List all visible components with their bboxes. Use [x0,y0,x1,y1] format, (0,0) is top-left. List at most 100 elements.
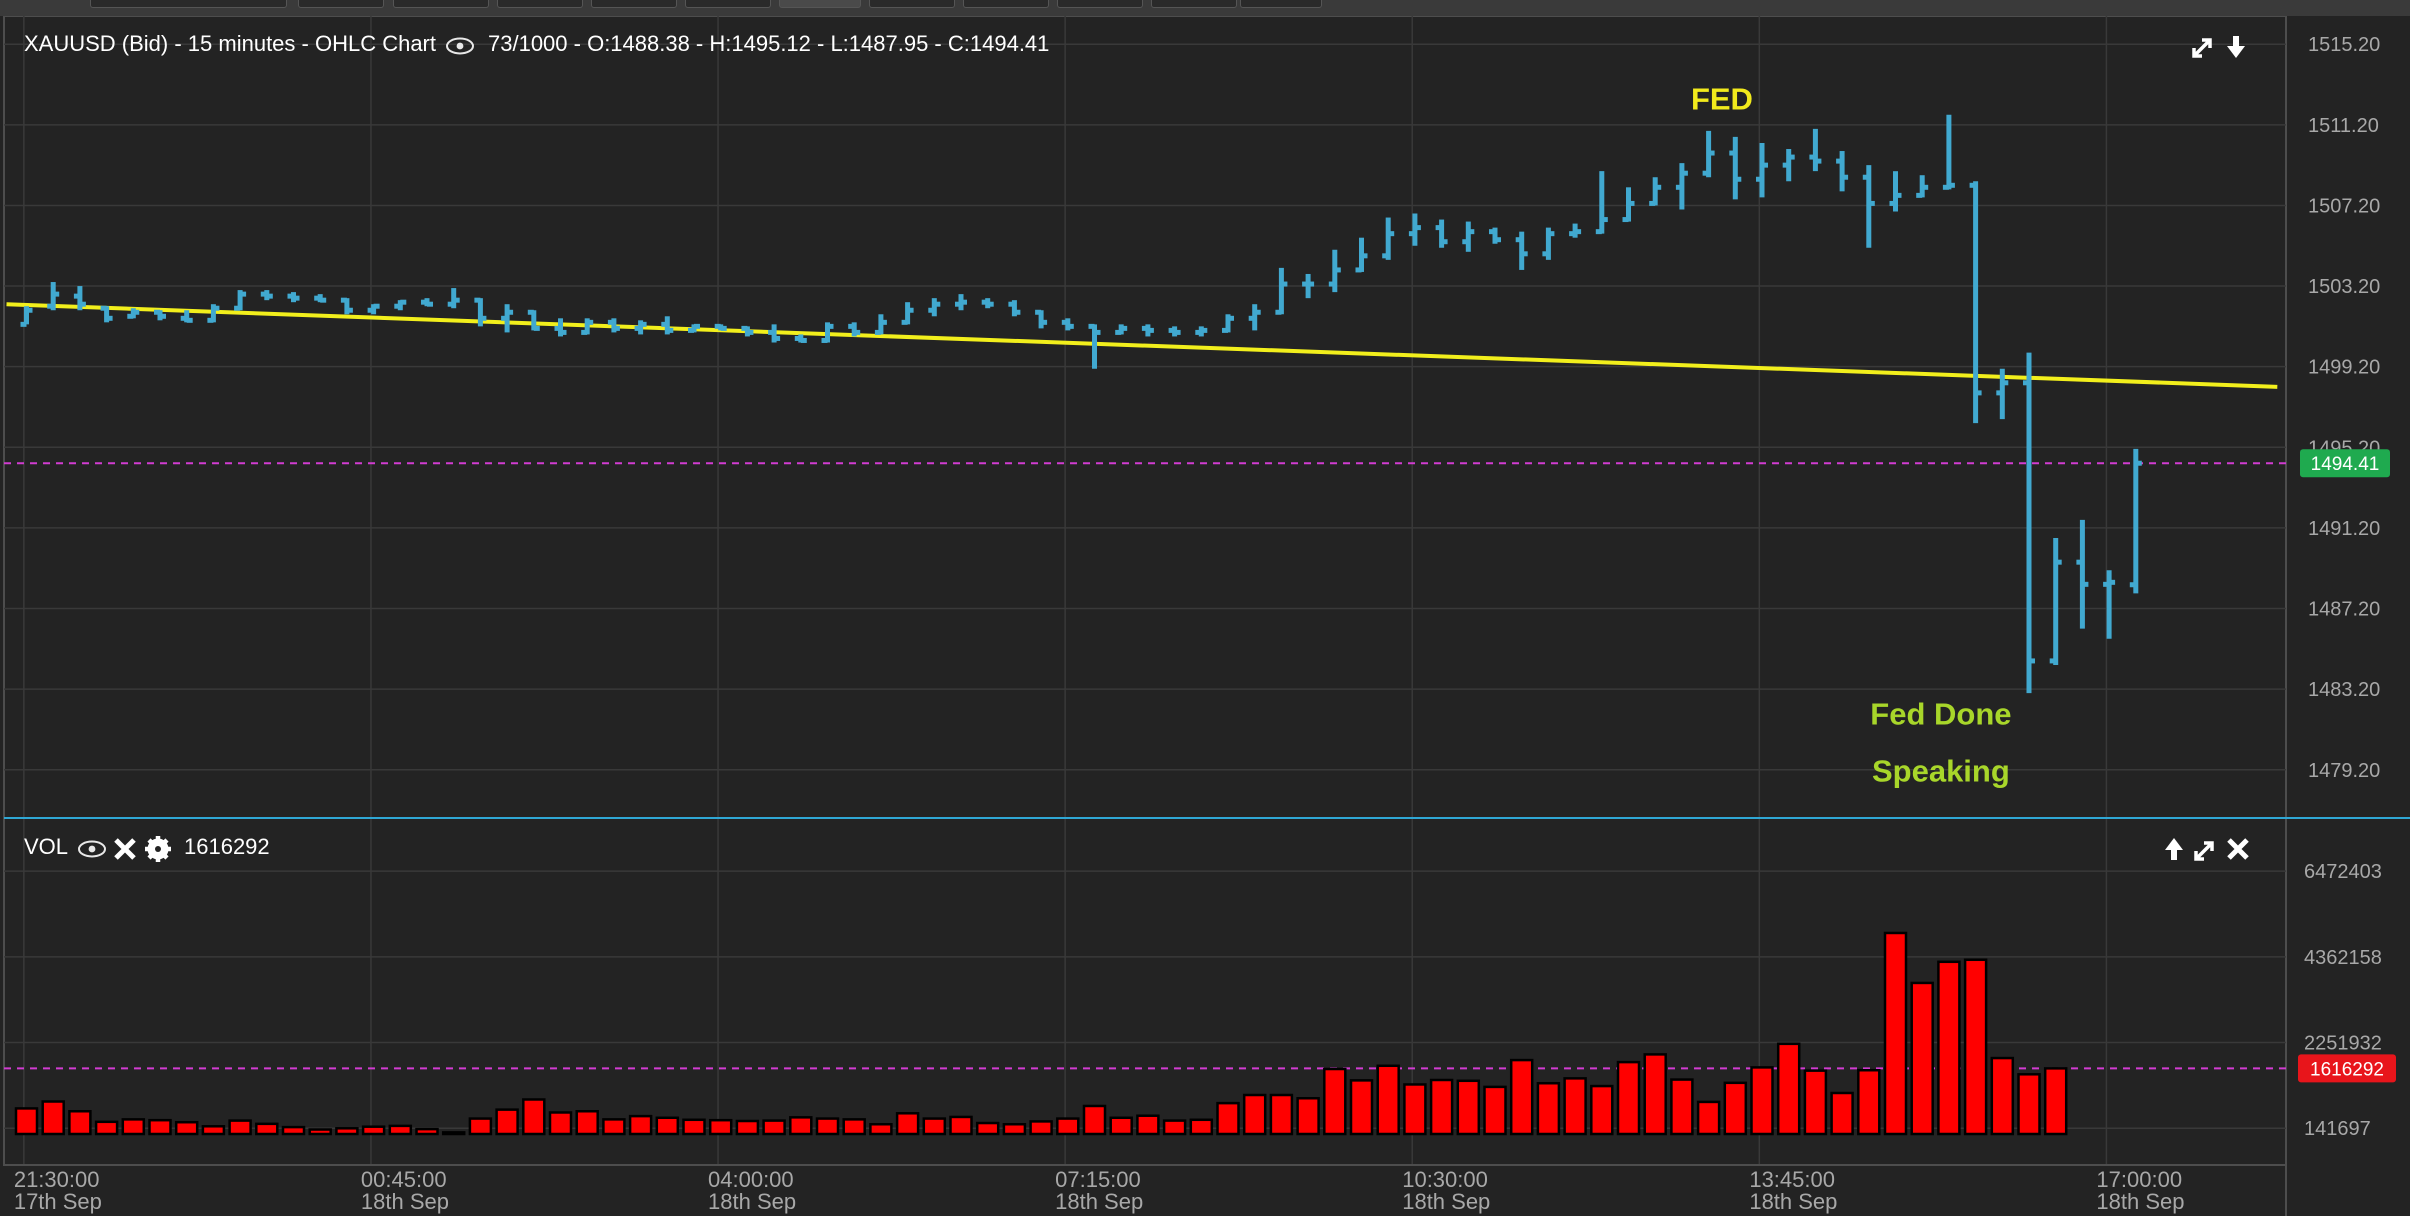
volume-bar [1830,1091,1854,1136]
volume-bar [1643,1053,1667,1136]
close-icon[interactable] [2227,838,2249,860]
eye-icon[interactable] [78,840,106,858]
expand-icon[interactable] [2194,841,2214,861]
volume-bar [548,1111,573,1136]
volume-bar [1483,1085,1507,1136]
ohlc-bar [447,288,460,309]
price-ohlc-values: 73/1000 - O:1488.38 - H:1495.12 - L:1487… [488,31,1049,56]
current-volume-badge-bg [2298,1054,2396,1083]
ohlc-bar [1862,165,1875,248]
current-price-badge: 1494.41 [2300,449,2390,478]
price-tick-label: 1499.20 [2308,357,2380,379]
ohlc-bar [874,314,887,335]
eye-icon[interactable] [446,37,474,55]
ohlc-bar [1035,309,1048,329]
price-tick-label: 1487.20 [2308,599,2380,621]
volume-bar [1109,1116,1133,1136]
ohlc-bar [2103,570,2116,639]
toolbar-tab[interactable] [1240,0,1322,8]
volume-bar [1082,1104,1107,1136]
volume-bar [1616,1060,1641,1136]
price-grid [4,43,2286,771]
ohlc-bar [1195,326,1208,337]
time-tick-label: 04:00:00 [708,1167,794,1192]
toolbar-tab[interactable] [779,0,861,8]
ohlc-bar [1248,304,1261,331]
ohlc-bar [1115,324,1128,335]
close-icon[interactable] [114,838,136,860]
volume-bar [1803,1069,1828,1136]
volume-bar [1776,1042,1801,1136]
date-tick-label: 18th Sep [361,1189,449,1214]
date-tick-label: 18th Sep [1402,1189,1490,1214]
toolbar-tab[interactable] [90,0,287,8]
volume-bar [1376,1064,1400,1136]
ohlc-bar [287,292,300,303]
volume-bar [388,1124,413,1136]
arrow-down-icon[interactable] [2227,36,2245,58]
volume-bar [1002,1123,1027,1136]
ohlc-bar [1675,163,1688,210]
ohlc-bar [634,320,647,335]
ohlc-bar [100,305,113,323]
expand-icon[interactable] [2192,38,2212,58]
volume-tick-label: 2251932 [2304,1033,2382,1055]
ohlc-bar [154,309,166,321]
volume-bar [2017,1073,2041,1136]
volume-tick-label: 4362158 [2304,947,2382,969]
volume-bar [895,1112,920,1136]
price-tick-label: 1511.20 [2308,115,2379,137]
ohlc-bar [1542,227,1555,260]
ohlc-bar [340,297,353,315]
ohlc-bar [1435,219,1448,248]
volume-bar [975,1121,1000,1136]
arrow-up-icon[interactable] [2165,838,2183,860]
ohlc-bar [527,309,540,331]
toolbar-tab[interactable] [1151,0,1237,8]
volume-bar [842,1118,866,1136]
ohlc-bar [554,318,567,337]
toolbar-tab[interactable] [869,0,955,8]
fed-done-annotation: Fed Done [1870,696,2011,731]
time-tick-label: 17:00:00 [2096,1167,2182,1192]
volume-bar [14,1107,39,1136]
price-tick-label: 1507.20 [2308,195,2380,217]
volume-bar [41,1100,65,1136]
ohlc-bar [1061,318,1074,331]
price-tick-label: 1483.20 [2308,679,2380,701]
time-tick-label: 10:30:00 [1402,1167,1488,1192]
volume-bar [121,1118,146,1136]
volume-bar [308,1128,332,1136]
toolbar-tab[interactable] [1057,0,1143,8]
volume-bar [815,1117,840,1136]
time-tick-label: 21:30:00 [14,1167,100,1192]
ohlc-bar [1302,273,1315,299]
time-tick-label: 00:45:00 [361,1167,447,1192]
volume-bar [361,1125,386,1136]
toolbar-tab[interactable] [591,0,677,8]
ohlc-bar [714,323,727,331]
ohlc-bar [1889,171,1902,212]
ohlc-bar [394,299,407,311]
volume-bar [1723,1081,1748,1136]
gear-icon[interactable] [145,836,171,862]
toolbar-tab[interactable] [685,0,771,8]
volume-bar [869,1123,893,1136]
volume-bar [602,1118,626,1136]
ohlc-bar [981,298,994,309]
ohlc-bar [127,308,140,319]
toolbar-tab[interactable] [298,0,384,8]
ohlc-bar [1141,324,1154,337]
ohlc-bar [794,334,807,343]
volume-bar [1937,960,1961,1136]
toolbar-tab[interactable] [393,0,489,8]
ohlc-bar [848,322,861,337]
toolbar-tab[interactable] [963,0,1049,8]
volume-bar [1910,981,1934,1136]
toolbar-tab[interactable] [497,0,583,8]
date-tick-label: 18th Sep [1055,1189,1143,1214]
volume-bar [281,1125,306,1136]
time-grid [23,16,2108,1165]
ohlc-bar [1916,175,1929,198]
ohlc-bar [1702,130,1715,178]
